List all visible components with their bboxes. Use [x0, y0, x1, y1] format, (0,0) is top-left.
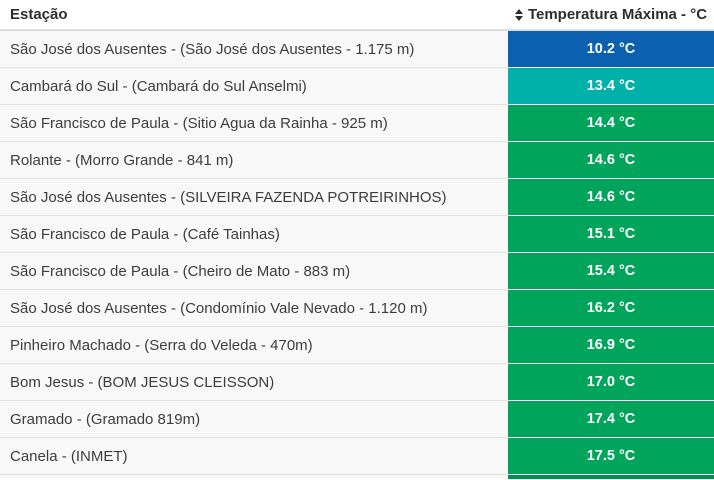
- temperature-cell: [508, 475, 714, 479]
- station-cell: São José dos Ausentes - (SILVEIRA FAZEND…: [0, 179, 508, 216]
- table-row: São Francisco de Paula - (Café Tainhas) …: [0, 216, 714, 253]
- table-row: Pinheiro Machado - (Serra do Veleda - 47…: [0, 327, 714, 364]
- table-row: São José dos Ausentes - (Condomínio Vale…: [0, 290, 714, 327]
- station-cell: São Francisco de Paula - (Sitio Agua da …: [0, 105, 508, 142]
- station-cell: São José dos Ausentes - (São José dos Au…: [0, 31, 508, 68]
- table-row-partial: [0, 475, 714, 479]
- table-row: São José dos Ausentes - (São José dos Au…: [0, 31, 714, 68]
- station-cell: Canela - (INMET): [0, 438, 508, 475]
- station-cell: Rolante - (Morro Grande - 841 m): [0, 142, 508, 179]
- station-cell: Gramado - (Gramado 819m): [0, 401, 508, 438]
- temperature-cell: 17.0 °C: [508, 364, 714, 401]
- temperature-cell: 16.2 °C: [508, 290, 714, 327]
- temperature-cell: 10.2 °C: [508, 31, 714, 68]
- station-cell: Pinheiro Machado - (Serra do Veleda - 47…: [0, 327, 508, 364]
- table-row: Bom Jesus - (BOM JESUS CLEISSON) 17.0 °C: [0, 364, 714, 401]
- sort-icon: [514, 8, 523, 21]
- temperature-cell: 16.9 °C: [508, 327, 714, 364]
- table-row: Gramado - (Gramado 819m) 17.4 °C: [0, 401, 714, 438]
- temperature-cell: 17.5 °C: [508, 438, 714, 475]
- table-header-row: Estação Temperatura Máxima - °C: [0, 0, 714, 31]
- temperature-cell: 15.4 °C: [508, 253, 714, 290]
- table-row: Cambará do Sul - (Cambará do Sul Anselmi…: [0, 68, 714, 105]
- temperature-cell: 14.6 °C: [508, 179, 714, 216]
- table-body: São José dos Ausentes - (São José dos Au…: [0, 31, 714, 479]
- station-cell: São José dos Ausentes - (Condomínio Vale…: [0, 290, 508, 327]
- table-row: Canela - (INMET) 17.5 °C: [0, 438, 714, 475]
- table-row: São José dos Ausentes - (SILVEIRA FAZEND…: [0, 179, 714, 216]
- temperature-cell: 14.4 °C: [508, 105, 714, 142]
- column-header-temperature[interactable]: Temperatura Máxima - °C: [508, 6, 714, 23]
- station-cell: São Francisco de Paula - (Café Tainhas): [0, 216, 508, 253]
- temperature-cell: 17.4 °C: [508, 401, 714, 438]
- table-row: Rolante - (Morro Grande - 841 m) 14.6 °C: [0, 142, 714, 179]
- temperature-cell: 13.4 °C: [508, 68, 714, 105]
- station-cell: Cambará do Sul - (Cambará do Sul Anselmi…: [0, 68, 508, 105]
- table-row: São Francisco de Paula - (Sitio Agua da …: [0, 105, 714, 142]
- station-cell: São Francisco de Paula - (Cheiro de Mato…: [0, 253, 508, 290]
- station-cell: Bom Jesus - (BOM JESUS CLEISSON): [0, 364, 508, 401]
- temperature-cell: 15.1 °C: [508, 216, 714, 253]
- column-header-temperature-label: Temperatura Máxima - °C: [527, 6, 708, 23]
- column-header-station[interactable]: Estação: [10, 6, 68, 23]
- table-row: São Francisco de Paula - (Cheiro de Mato…: [0, 253, 714, 290]
- temperature-cell: 14.6 °C: [508, 142, 714, 179]
- station-cell: [0, 475, 508, 479]
